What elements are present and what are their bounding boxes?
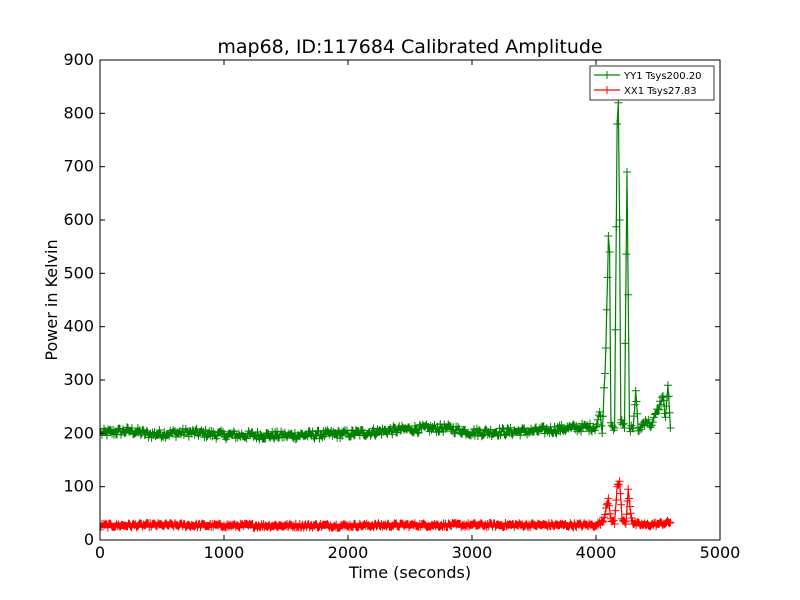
y-tick-label: 200	[63, 423, 94, 442]
axes: 0 1000 2000 3000 4000 5000 0 100 200 300 400 500 600…	[63, 50, 740, 562]
legend-label-0: YY1 Tsys200.20	[623, 71, 702, 82]
plot-area	[100, 98, 675, 532]
y-tick-label: 500	[63, 263, 94, 282]
axes-frame	[99, 59, 721, 541]
y-tick-label: 600	[63, 210, 94, 229]
x-axis-label: Time (seconds)	[348, 563, 471, 582]
x-tick-label: 4000	[576, 543, 617, 562]
y-tick-label: 900	[63, 50, 94, 69]
x-tick-label: 3000	[452, 543, 493, 562]
y-tick-label: 0	[84, 530, 94, 549]
legend: YY1 Tsys200.20 XX1 Tsys27.83	[589, 65, 715, 101]
y-tick-label: 400	[63, 317, 94, 336]
legend-marker-1	[603, 86, 611, 94]
legend-box	[589, 65, 715, 101]
y-axis-label: Power in Kelvin	[42, 239, 61, 360]
x-tick-label: 1000	[204, 543, 245, 562]
legend-marker-0	[603, 71, 611, 79]
y-tick-label: 800	[63, 103, 94, 122]
chart-title: map68, ID:117684 Calibrated Amplitude	[217, 36, 602, 58]
x-tick-label: 5000	[700, 543, 741, 562]
series-markers-0	[100, 98, 675, 444]
y-tick-label: 300	[63, 370, 94, 389]
x-tick-label: 2000	[328, 543, 369, 562]
y-tick-label: 700	[63, 157, 94, 176]
x-tick-label: 0	[95, 543, 105, 562]
y-tick-label: 100	[63, 477, 94, 496]
legend-label-1: XX1 Tsys27.83	[624, 86, 697, 97]
series-markers-1	[100, 477, 675, 532]
